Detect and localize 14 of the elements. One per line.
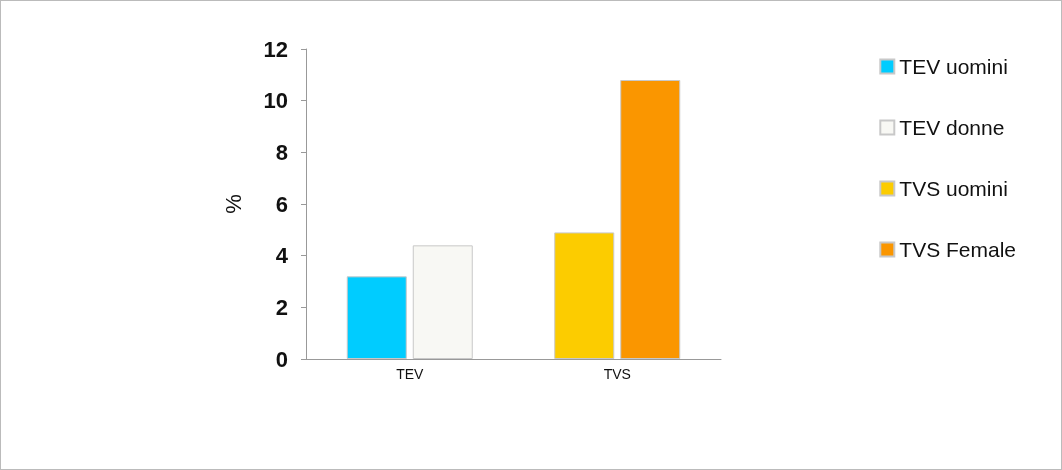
legend-label: TVS Female (899, 238, 1016, 261)
legend-label: TEV donne (899, 116, 1005, 139)
y-tick-label: 12 (263, 36, 288, 62)
y-tick-label: 0 (275, 346, 288, 372)
y-tick-label: 6 (275, 191, 288, 217)
y-tick-label: 8 (275, 139, 288, 165)
y-tick-label: 2 (275, 294, 288, 320)
legend-label: TEV uomini (899, 55, 1008, 78)
x-tick-label: TEV (396, 366, 425, 382)
legend-label: TVS uomini (899, 177, 1008, 200)
x-tick-label: TVS (603, 366, 631, 382)
y-tick-label: 10 (263, 88, 288, 114)
y-tick-label: 4 (275, 243, 289, 269)
y-axis-title: % (220, 194, 246, 214)
